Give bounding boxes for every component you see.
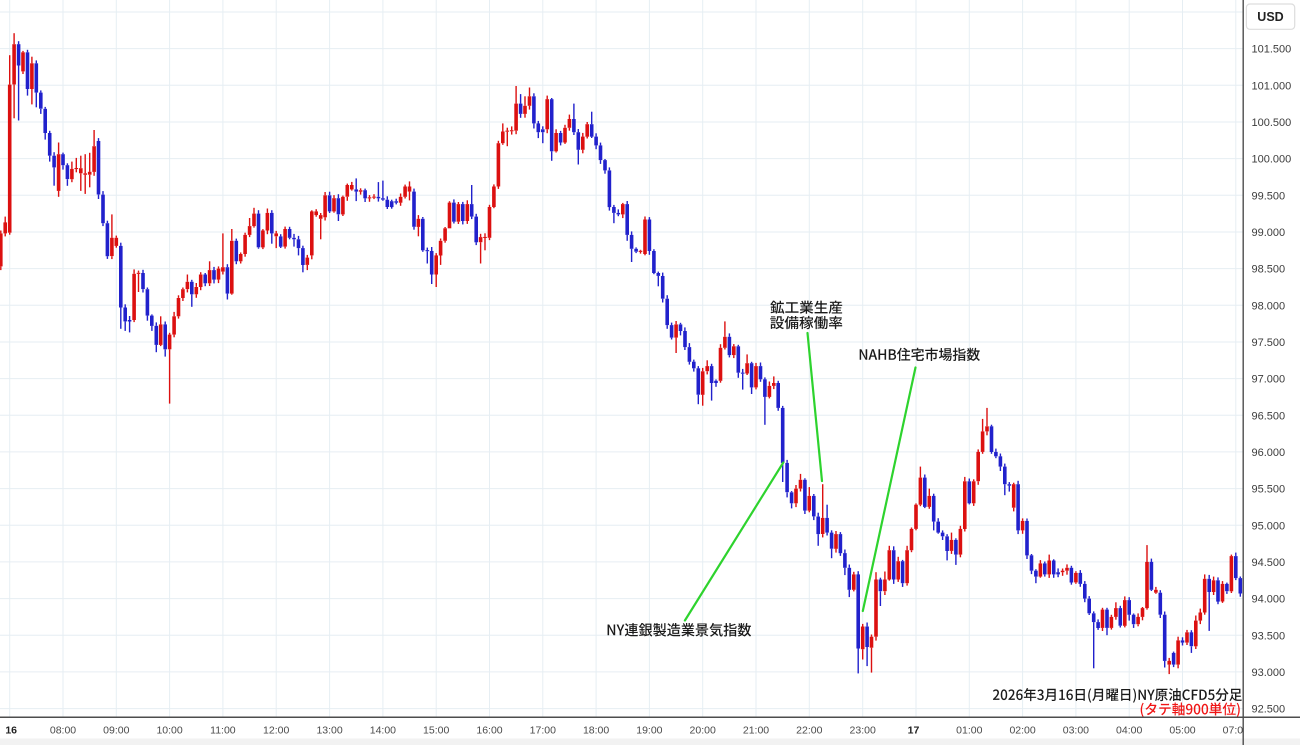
svg-text:13:00: 13:00 (316, 724, 342, 736)
svg-text:21:00: 21:00 (743, 724, 769, 736)
svg-text:07:00: 07:00 (1223, 724, 1249, 736)
svg-text:97.500: 97.500 (1252, 337, 1286, 349)
svg-text:98.000: 98.000 (1252, 300, 1286, 312)
svg-text:99.000: 99.000 (1252, 227, 1286, 239)
svg-text:23:00: 23:00 (850, 724, 876, 736)
svg-text:95.000: 95.000 (1252, 520, 1286, 532)
svg-text:03:00: 03:00 (1063, 724, 1089, 736)
svg-text:08:00: 08:00 (50, 724, 76, 736)
svg-text:100.000: 100.000 (1252, 154, 1292, 166)
svg-text:98.500: 98.500 (1252, 264, 1286, 276)
svg-text:96.500: 96.500 (1252, 410, 1286, 422)
svg-text:97.000: 97.000 (1252, 374, 1286, 386)
svg-text:11:00: 11:00 (210, 724, 236, 736)
svg-text:14:00: 14:00 (370, 724, 396, 736)
svg-text:02:00: 02:00 (1009, 724, 1035, 736)
svg-text:95.500: 95.500 (1252, 484, 1286, 496)
svg-text:16:00: 16:00 (476, 724, 502, 736)
svg-text:100.500: 100.500 (1252, 117, 1292, 129)
svg-text:01:00: 01:00 (956, 724, 982, 736)
svg-text:101.500: 101.500 (1252, 44, 1292, 56)
svg-text:15:00: 15:00 (423, 724, 449, 736)
svg-text:17:00: 17:00 (530, 724, 556, 736)
svg-text:09:00: 09:00 (103, 724, 129, 736)
svg-text:94.500: 94.500 (1252, 557, 1286, 569)
svg-text:USD: USD (1257, 10, 1283, 24)
svg-text:18:00: 18:00 (583, 724, 609, 736)
svg-text:93.500: 93.500 (1252, 630, 1286, 642)
svg-text:04:00: 04:00 (1116, 724, 1142, 736)
svg-text:92.500: 92.500 (1252, 704, 1286, 716)
svg-text:20:00: 20:00 (690, 724, 716, 736)
svg-text:94.000: 94.000 (1252, 594, 1286, 606)
svg-text:19:00: 19:00 (636, 724, 662, 736)
svg-text:12:00: 12:00 (263, 724, 289, 736)
svg-text:17: 17 (908, 724, 920, 736)
svg-text:05:00: 05:00 (1169, 724, 1195, 736)
svg-text:93.000: 93.000 (1252, 667, 1286, 679)
svg-text:10:00: 10:00 (156, 724, 182, 736)
svg-text:99.500: 99.500 (1252, 190, 1286, 202)
svg-text:22:00: 22:00 (796, 724, 822, 736)
svg-text:101.000: 101.000 (1252, 80, 1292, 92)
svg-text:16: 16 (5, 724, 17, 736)
svg-text:96.000: 96.000 (1252, 447, 1286, 459)
